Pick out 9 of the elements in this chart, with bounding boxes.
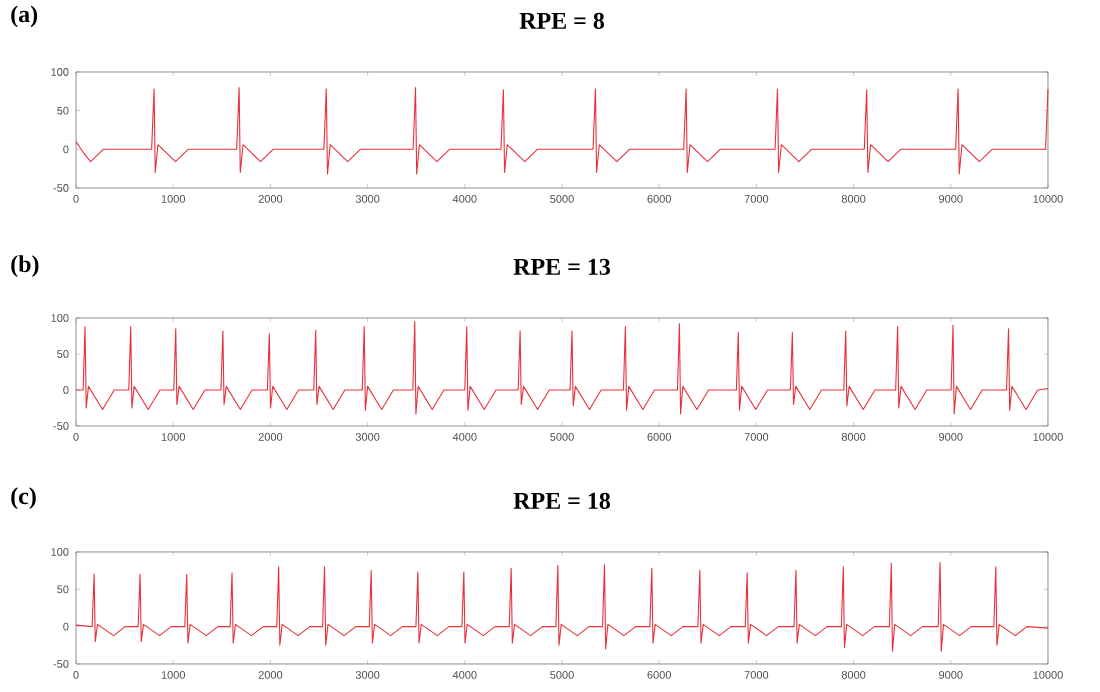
text: (c) <box>11 487 36 510</box>
line-series <box>75 321 1049 415</box>
text: (b) <box>11 255 39 278</box>
chart-title: RPE = 8 <box>519 12 605 29</box>
text: (a) <box>11 5 38 28</box>
line-series <box>75 86 1049 175</box>
chart-title: RPE = 18 <box>513 492 611 509</box>
chart-title: RPE = 13 <box>513 258 611 275</box>
line-series <box>75 561 1049 652</box>
